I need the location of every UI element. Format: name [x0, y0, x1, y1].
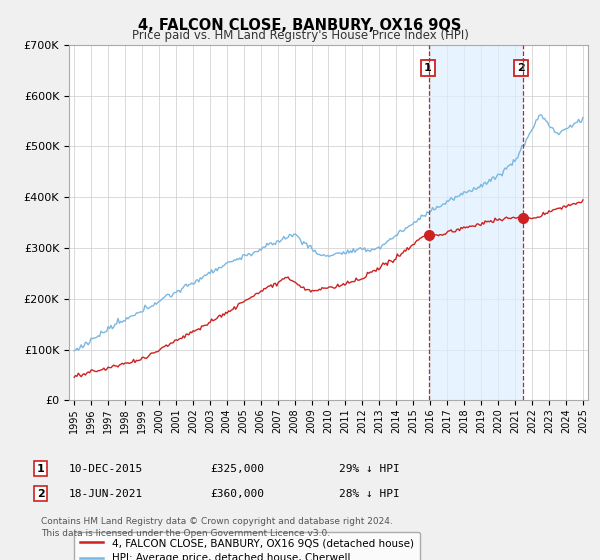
Text: 18-JUN-2021: 18-JUN-2021 [69, 489, 143, 499]
Legend: 4, FALCON CLOSE, BANBURY, OX16 9QS (detached house), HPI: Average price, detache: 4, FALCON CLOSE, BANBURY, OX16 9QS (deta… [74, 532, 420, 560]
Text: 10-DEC-2015: 10-DEC-2015 [69, 464, 143, 474]
Bar [429, 45, 523, 400]
Text: Contains HM Land Registry data © Crown copyright and database right 2024.: Contains HM Land Registry data © Crown c… [41, 517, 392, 526]
Text: 2: 2 [517, 63, 525, 73]
Text: 29% ↓ HPI: 29% ↓ HPI [339, 464, 400, 474]
Text: 1: 1 [37, 464, 44, 474]
Text: 2: 2 [37, 489, 44, 499]
Text: Price paid vs. HM Land Registry's House Price Index (HPI): Price paid vs. HM Land Registry's House … [131, 29, 469, 42]
Text: £360,000: £360,000 [210, 489, 264, 499]
Text: This data is licensed under the Open Government Licence v3.0.: This data is licensed under the Open Gov… [41, 529, 330, 538]
Text: 28% ↓ HPI: 28% ↓ HPI [339, 489, 400, 499]
Text: 1: 1 [424, 63, 431, 73]
Text: 4, FALCON CLOSE, BANBURY, OX16 9QS: 4, FALCON CLOSE, BANBURY, OX16 9QS [139, 18, 461, 33]
Text: £325,000: £325,000 [210, 464, 264, 474]
